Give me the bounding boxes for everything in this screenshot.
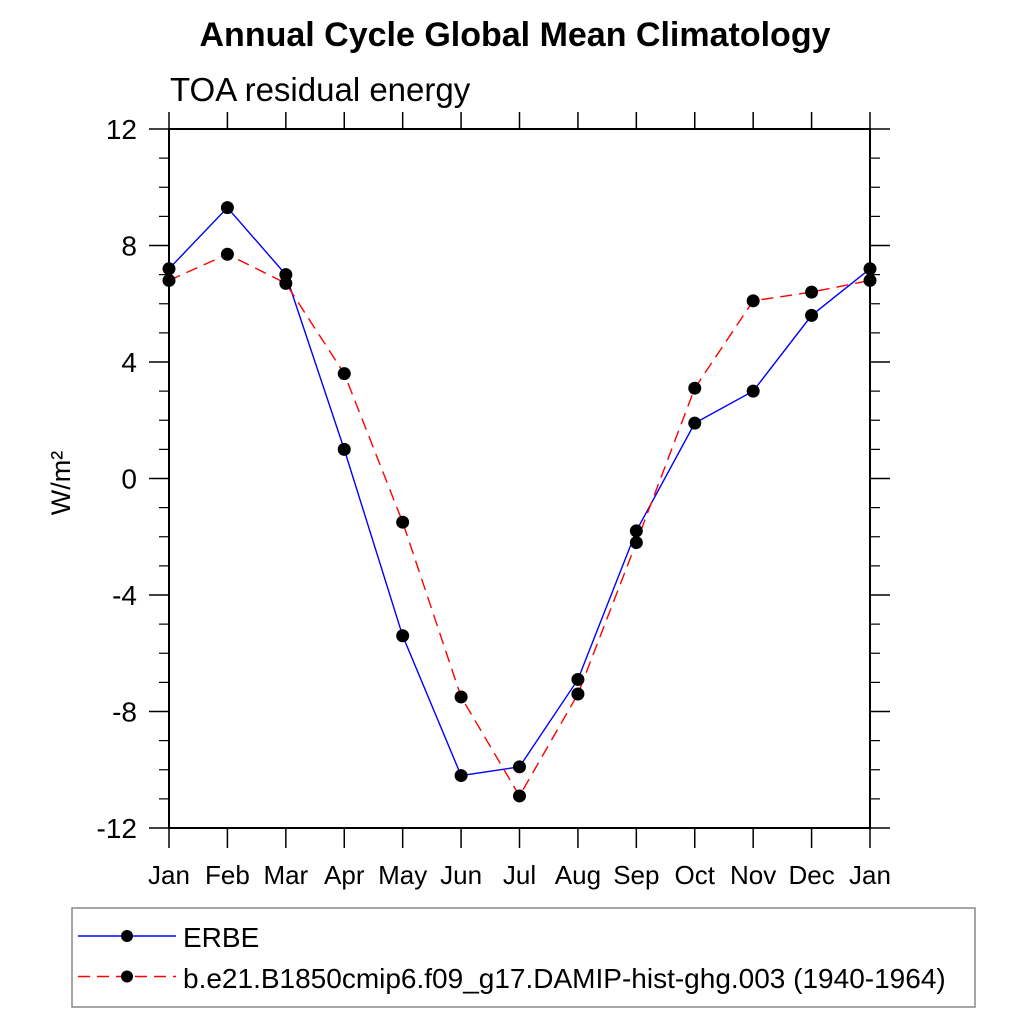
data-point-model — [571, 687, 585, 701]
legend-marker-erbe — [121, 930, 133, 942]
legend-label-erbe: ERBE — [183, 922, 259, 953]
x-tick-label: May — [378, 860, 427, 890]
data-point-erbe — [688, 416, 702, 430]
data-point-erbe — [220, 201, 234, 215]
y-tick-label: 0 — [121, 464, 137, 495]
data-point-erbe — [746, 384, 760, 398]
data-point-model — [863, 273, 877, 287]
legend-label-model: b.e21.B1850cmip6.f09_g17.DAMIP-hist-ghg.… — [183, 963, 946, 994]
data-point-model — [279, 276, 293, 290]
data-point-model — [220, 247, 234, 261]
data-point-model — [337, 367, 351, 381]
y-axis-label: W/m² — [46, 451, 76, 515]
data-point-erbe — [454, 769, 468, 783]
y-tick-label: -12 — [97, 813, 137, 844]
chart-subtitle: TOA residual energy — [170, 71, 471, 108]
x-tick-label: Sep — [613, 860, 659, 890]
y-tick-label: 4 — [121, 347, 137, 378]
data-point-model — [746, 294, 760, 308]
y-tick-label: -4 — [112, 580, 137, 611]
y-tick-label: 12 — [106, 114, 137, 145]
data-point-model — [629, 536, 643, 550]
data-point-erbe — [162, 262, 176, 276]
chart-title: Annual Cycle Global Mean Climatology — [200, 16, 831, 54]
data-point-erbe — [571, 672, 585, 686]
x-tick-label: Oct — [675, 860, 716, 890]
data-point-erbe — [863, 262, 877, 276]
y-tick-label: 8 — [121, 231, 137, 262]
x-tick-label: Jun — [440, 860, 482, 890]
data-point-erbe — [805, 308, 819, 322]
data-point-model — [513, 789, 526, 803]
plot-frame — [168, 128, 871, 829]
legend-box — [71, 907, 976, 1008]
y-tick-label: -8 — [112, 697, 137, 728]
x-tick-label: Mar — [263, 860, 308, 890]
data-point-erbe — [337, 442, 351, 456]
legend-marker-model — [121, 970, 133, 983]
data-point-model — [688, 381, 702, 395]
data-point-erbe — [396, 629, 410, 643]
series-line-model — [168, 253, 871, 798]
x-tick-label: Jan — [849, 860, 891, 890]
data-point-model — [454, 690, 468, 704]
x-tick-label: Apr — [324, 860, 365, 890]
data-point-erbe — [629, 524, 643, 538]
x-tick-label: Jul — [503, 860, 536, 890]
x-tick-label: Nov — [730, 860, 776, 890]
data-point-model — [396, 515, 410, 529]
data-point-model — [162, 273, 176, 287]
data-point-model — [805, 285, 819, 299]
x-tick-label: Aug — [555, 860, 601, 890]
legend: ERBE b.e21.B1850cmip6.f09_g17.DAMIP-hist… — [71, 907, 976, 1008]
data-point-erbe — [513, 760, 526, 774]
series-line-erbe — [168, 206, 871, 777]
x-tick-label: Feb — [205, 860, 250, 890]
x-tick-label: Jan — [148, 860, 190, 890]
x-tick-label: Dec — [788, 860, 834, 890]
